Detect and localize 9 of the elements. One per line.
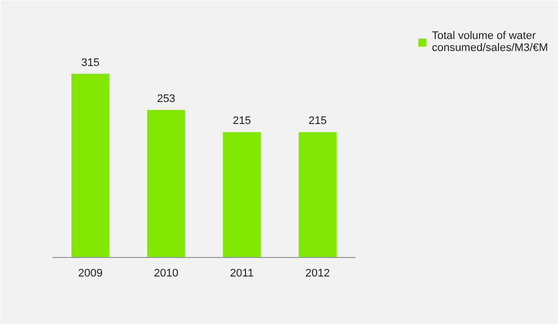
legend-label: Total volume of water consumed/sales/M3/€M: [432, 30, 548, 54]
data-label: 215: [232, 115, 252, 128]
x-tick-label: 2012: [305, 268, 330, 280]
x-tick-label: 2009: [78, 268, 103, 280]
data-label: 215: [308, 115, 327, 128]
data-label: 315: [81, 56, 100, 69]
x-tick-label: 2010: [154, 268, 178, 280]
x-tick-label: 2011: [230, 268, 254, 280]
data-label: 253: [156, 92, 176, 105]
